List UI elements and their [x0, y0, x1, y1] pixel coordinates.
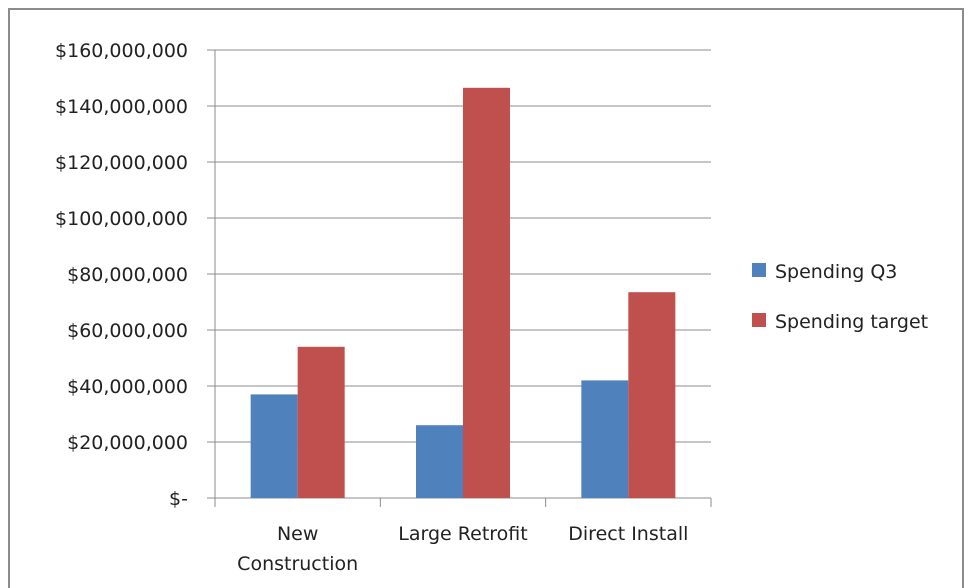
x-category-label: Large Retrofit	[398, 523, 527, 545]
bar-spending-q3	[416, 425, 463, 498]
y-tick-label: $140,000,000	[55, 96, 188, 118]
y-tick-label: $20,000,000	[67, 432, 188, 454]
bar-spending-q3	[250, 394, 298, 498]
bar-spending-target	[628, 292, 676, 498]
x-category-label: Direct Install	[568, 523, 688, 545]
legend-swatch	[752, 263, 766, 277]
y-tick-label: $100,000,000	[55, 208, 188, 230]
bar-spending-target	[463, 87, 510, 499]
y-tick-label: $80,000,000	[67, 264, 188, 286]
y-tick-label: $40,000,000	[67, 376, 188, 398]
y-tick-label: $160,000,000	[55, 40, 188, 62]
x-category-label: New	[277, 523, 318, 545]
bar-spending-target	[297, 346, 345, 498]
x-category-label: Construction	[237, 553, 358, 575]
y-tick-label: $120,000,000	[55, 152, 188, 174]
legend-swatch	[752, 313, 766, 327]
bar-spending-q3	[581, 380, 629, 498]
y-tick-label: $-	[169, 488, 188, 510]
y-tick-label: $60,000,000	[67, 320, 188, 342]
legend-label: Spending target	[775, 311, 928, 333]
legend-label: Spending Q3	[775, 261, 897, 283]
